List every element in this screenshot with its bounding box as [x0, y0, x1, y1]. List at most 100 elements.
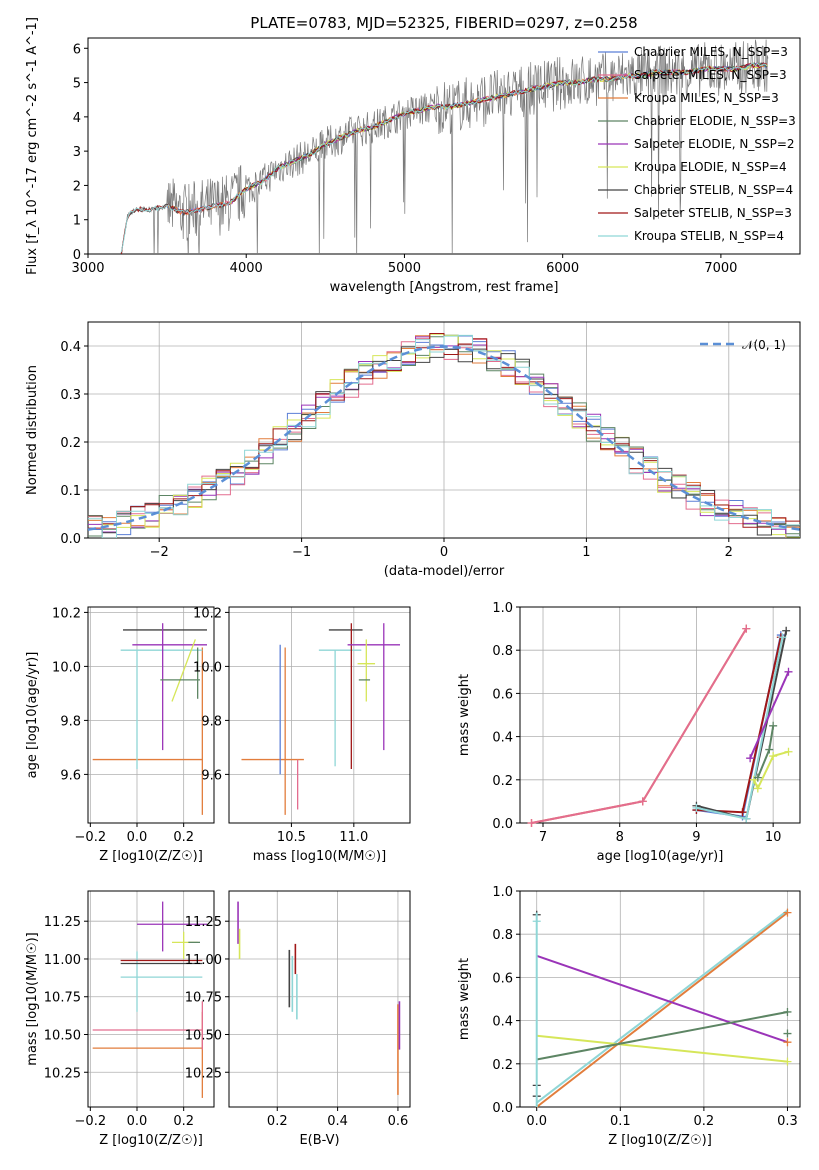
- x-tick-label: −0.2: [75, 830, 107, 845]
- y-axis-label: mass [log10(M/M☉)]: [25, 932, 40, 1065]
- series-line: [753, 750, 789, 791]
- legend-label: 𝒩(0, 1): [742, 338, 786, 352]
- point-marker: [742, 814, 751, 823]
- x-tick-label: 7000: [704, 261, 737, 276]
- x-tick-label: −2: [150, 545, 169, 560]
- point-marker: [638, 797, 647, 806]
- x-tick-label: 9: [692, 830, 700, 845]
- panel-spectrum: 3000 4000 5000 6000 7000 0 1 2 3 4 5 6 wavelength [A…: [25, 17, 801, 295]
- series-line: [749, 671, 790, 759]
- y-tick-label: 0.1: [60, 484, 81, 499]
- y-tick-label: 11.00: [185, 953, 222, 968]
- y-tick-label: 9.8: [60, 714, 81, 729]
- x-tick-label: 0.2: [267, 1114, 288, 1129]
- point-marker: [742, 624, 751, 633]
- x-tick-label: −0.2: [75, 1114, 107, 1129]
- axes-frame: [519, 890, 801, 1108]
- y-tick-label: 1: [73, 214, 81, 229]
- panel-mass_vs_Z: −0.2 0.0 0.2 10.25 10.50 10.75 11.00 11.25 Z [lo…: [25, 890, 215, 1148]
- x-tick-label: 10: [765, 830, 782, 845]
- panel-age_vs_mass: 10.5 11.0 9.6 9.8 10.0 10.2 mass [log10(M/M☉)]: [193, 606, 411, 864]
- y-tick-label: 0.6: [492, 687, 513, 702]
- y-tick-label: 1.0: [492, 885, 513, 900]
- y-tick-label: 10.75: [44, 991, 81, 1006]
- x-tick-label: 4000: [230, 261, 263, 276]
- y-tick-label: 0.4: [492, 1015, 513, 1030]
- x-axis-label: wavelength [Angstrom, rest frame]: [330, 280, 559, 295]
- y-tick-label: 1.0: [492, 601, 513, 616]
- x-tick-label: 0.3: [777, 1114, 798, 1129]
- point-marker: [778, 633, 787, 642]
- series-line: [536, 954, 788, 1044]
- y-tick-label: 0.6: [492, 971, 513, 986]
- point-marker: [769, 752, 778, 761]
- x-tick-label: 0.4: [327, 1114, 348, 1129]
- axes-frame: [519, 606, 801, 824]
- normal-curve: [87, 345, 801, 531]
- y-axis-label: age [log10(age/yr)]: [25, 652, 40, 779]
- y-tick-label: 10.2: [193, 606, 222, 621]
- x-tick-label: 0.6: [388, 1114, 409, 1129]
- x-tick-label: 11.0: [339, 830, 368, 845]
- axes-frame: [87, 890, 215, 1108]
- y-tick-label: 10.0: [193, 660, 222, 675]
- x-tick-label: 8: [616, 830, 624, 845]
- x-tick-label: 0.2: [694, 1114, 715, 1129]
- data-spectrum-line: [121, 39, 769, 254]
- axes-frame: [228, 606, 411, 824]
- x-tick-label: 10.5: [277, 830, 306, 845]
- point-marker: [769, 721, 778, 730]
- x-tick-label: 5000: [388, 261, 421, 276]
- point-marker: [782, 626, 791, 635]
- axes-frame: [87, 321, 801, 539]
- y-tick-label: 0.8: [492, 644, 513, 659]
- point-marker: [783, 1057, 792, 1066]
- x-tick-label: 0: [440, 545, 448, 560]
- legend-label: Chabrier MILES, N_SSP=3: [634, 45, 788, 59]
- y-tick-label: 11.25: [185, 915, 222, 930]
- errorbar: [171, 639, 196, 702]
- y-tick-label: 10.75: [185, 991, 222, 1006]
- y-tick-label: 0: [73, 248, 81, 263]
- x-tick-label: 0.0: [127, 1114, 148, 1129]
- x-axis-label: Z [log10(Z/Z☉)]: [99, 849, 203, 864]
- y-tick-label: 3: [73, 145, 81, 160]
- x-tick-label: 0.2: [173, 830, 194, 845]
- y-tick-label: 10.25: [185, 1066, 222, 1081]
- point-marker: [783, 908, 792, 917]
- x-axis-label: mass [log10(M/M☉)]: [253, 849, 386, 864]
- figure-title: PLATE=0783, MJD=52325, FIBERID=0297, z=0…: [250, 14, 637, 32]
- model-line-chabrier_elodie: [230, 62, 768, 203]
- y-axis-label: mass weight: [457, 958, 472, 1040]
- x-tick-label: 7: [539, 830, 547, 845]
- y-tick-label: 10.25: [44, 1066, 81, 1081]
- series-line: [696, 636, 782, 814]
- axes-frame: [228, 890, 411, 1108]
- point-marker: [783, 1038, 792, 1047]
- x-tick-label: 6000: [546, 261, 579, 276]
- series-line: [531, 628, 748, 824]
- y-axis-label: Normed distribution: [25, 365, 40, 495]
- x-tick-label: 3000: [71, 261, 104, 276]
- y-tick-label: 0.0: [492, 817, 513, 832]
- y-tick-label: 0.3: [60, 388, 81, 403]
- y-tick-label: 9.6: [201, 768, 222, 783]
- x-tick-label: 2: [725, 545, 733, 560]
- y-tick-label: 0.4: [492, 731, 513, 746]
- x-axis-label: E(B-V): [299, 1133, 339, 1148]
- panel-age_vs_Z: −0.2 0.0 0.2 9.6 9.8 10.0 10.2 Z [log10(Z/Z☉)] a…: [25, 606, 215, 864]
- y-tick-label: 0.0: [60, 532, 81, 547]
- panel-weight_vs_Z: 0.0 0.1 0.2 0.3 0.0 0.2 0.4 0.6 0.8 1.0 Z [log10(Z…: [457, 885, 801, 1148]
- y-tick-label: 4: [73, 111, 81, 126]
- x-axis-label: age [log10(age/yr)]: [597, 849, 724, 864]
- legend-label: Kroupa MILES, N_SSP=3: [634, 91, 779, 105]
- x-tick-label: 0.0: [127, 830, 148, 845]
- point-marker: [765, 745, 774, 754]
- x-axis-label: (data-model)/error: [384, 564, 505, 579]
- x-tick-label: 1: [582, 545, 590, 560]
- y-tick-label: 9.8: [201, 714, 222, 729]
- series-line: [531, 628, 748, 824]
- x-tick-label: 0.1: [610, 1114, 631, 1129]
- point-marker: [784, 747, 793, 756]
